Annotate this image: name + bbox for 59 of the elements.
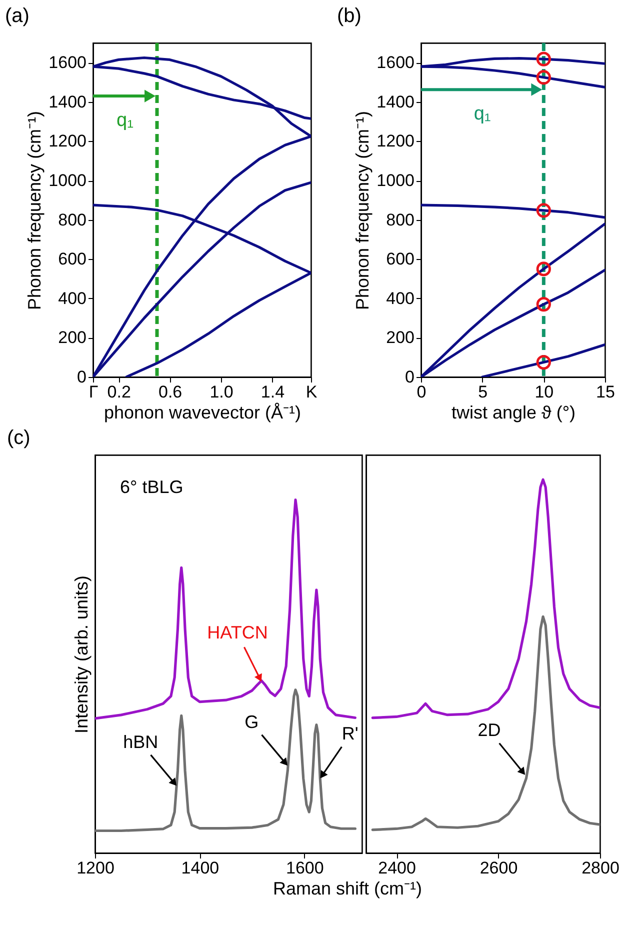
annotation: HATCN [207, 622, 268, 643]
x-tick-label: 15 [596, 382, 615, 402]
x-tick-label: 1.4 [260, 382, 285, 402]
y-tick-label: 200 [386, 328, 414, 348]
y-axis-title: Intensity (arb. units) [72, 575, 92, 734]
y-tick-label: 200 [58, 328, 86, 348]
y-tick-label: 1000 [48, 171, 86, 190]
point [536, 203, 551, 218]
x-tick-label: 1600 [286, 858, 324, 878]
text: 6° tBLG [120, 477, 184, 497]
point [536, 296, 551, 312]
y-tick-label: 1600 [376, 53, 414, 72]
y-tick-label: 800 [386, 210, 414, 230]
x-tick-label: 0.6 [158, 382, 182, 402]
y-axis-title: Phonon frequency (cm⁻¹) [352, 110, 373, 310]
chart-title: (b) [337, 5, 362, 27]
y-tick-label: 1600 [48, 53, 86, 72]
chart-title: (a) [5, 5, 30, 27]
x-tick-label: 1400 [181, 858, 220, 878]
x-axis-title: Raman shift (cm⁻¹) [272, 878, 422, 898]
line-series [481, 343, 605, 377]
y-tick-label: 1000 [376, 171, 414, 190]
annotation: R' [342, 723, 358, 744]
y-tick-label: 400 [58, 288, 86, 308]
x-tick-label: 2800 [582, 858, 620, 878]
annotation: G [244, 712, 259, 732]
y-tick-label: 600 [58, 250, 86, 269]
x-axis-title: phonon wavevector (Å⁻¹) [104, 402, 302, 422]
y-tick-label: 800 [58, 210, 86, 230]
x-tick-label: 1200 [76, 858, 114, 878]
x-tick-label: 2600 [480, 858, 518, 878]
x-tick-label: Γ [88, 382, 98, 402]
x-tick-label: 2400 [378, 858, 416, 878]
x-tick-label: 0 [416, 382, 426, 402]
y-axis-title: Phonon frequency (cm⁻¹) [24, 110, 45, 310]
x-tick-label: 10 [534, 382, 554, 402]
annotation: 2D [478, 720, 501, 740]
annotation: q₁ [116, 110, 134, 132]
point [536, 354, 551, 370]
annotation: hBN [123, 732, 158, 752]
y-tick-label: 1200 [376, 132, 414, 151]
x-tick-label: 1.0 [210, 382, 234, 402]
y-tick-label: 1400 [48, 92, 86, 112]
point [536, 70, 551, 85]
point [536, 52, 551, 66]
line-series [421, 204, 605, 219]
y-tick-label: 400 [386, 288, 414, 308]
x-tick-label: K [306, 382, 318, 402]
x-tick-label: 5 [478, 382, 488, 402]
annotation: q₁ [474, 104, 491, 125]
chart-title: (c) [7, 427, 30, 449]
y-tick-label: 1200 [48, 132, 86, 151]
x-axis-title: twist angle ϑ (°) [451, 402, 576, 422]
y-tick-label: 1400 [376, 92, 414, 112]
y-tick-label: 600 [386, 250, 414, 269]
x-tick-label: 0.2 [107, 382, 131, 402]
y-tick-label: 0 [405, 368, 414, 386]
point [536, 262, 551, 276]
y-tick-label: 0 [77, 368, 86, 386]
